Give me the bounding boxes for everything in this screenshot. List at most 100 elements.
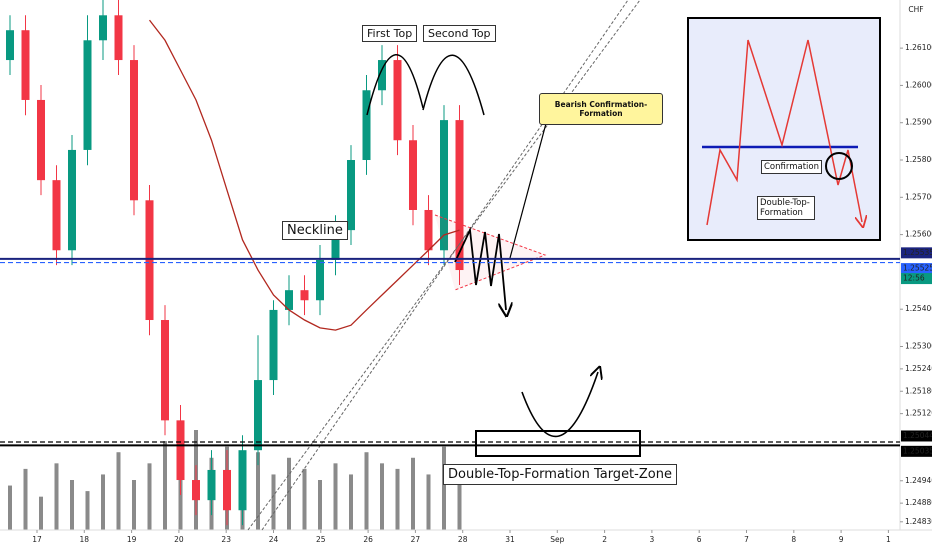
x-tick-label: 27 <box>411 535 421 544</box>
volume-bar <box>54 463 59 530</box>
candle-body <box>83 40 92 150</box>
candle-body <box>455 120 464 271</box>
level-label: 1.25044 <box>903 431 932 440</box>
volume-bar <box>39 496 43 530</box>
x-tick-label: 6 <box>697 535 702 544</box>
inset-formation: Double-Top-Formation <box>757 196 815 220</box>
top-arc <box>366 54 424 116</box>
y-tick-label: 1.25700 <box>905 192 932 201</box>
x-tick-label: 26 <box>363 535 373 544</box>
y-tick-label: 1.26100 <box>905 43 932 52</box>
y-tick-label: 1.25900 <box>905 118 932 127</box>
volume-bar <box>116 452 121 530</box>
y-tick-label: 1.25400 <box>905 304 932 313</box>
x-tick-label: 7 <box>744 535 749 544</box>
level-tag <box>901 430 932 442</box>
level-label: 1.25035 <box>903 446 932 455</box>
volume-bar <box>457 480 462 530</box>
x-tick-label: 17 <box>32 535 42 544</box>
candle-body <box>176 420 185 481</box>
top-arc <box>422 54 485 116</box>
candle-body <box>254 380 262 451</box>
target-zone <box>475 430 641 457</box>
candle-body <box>269 309 278 381</box>
candle-body <box>347 160 355 231</box>
x-tick-label: 18 <box>80 535 90 544</box>
candle-body <box>207 469 216 501</box>
y-tick-label: 1.25180 <box>905 386 932 395</box>
currency: CHF <box>908 5 923 14</box>
x-tick-label: 31 <box>505 535 515 544</box>
level-tag <box>901 263 932 275</box>
x-tick-label: 2 <box>602 535 607 544</box>
x-tick-label: 20 <box>174 535 184 544</box>
candle-body <box>37 99 45 181</box>
candle-body <box>378 60 386 91</box>
x-tick-label: 19 <box>127 535 137 544</box>
volume-bar <box>70 480 74 530</box>
level-label: 1.25535 <box>903 248 932 257</box>
y-tick-label: 1.24830 <box>905 517 932 526</box>
y-tick-label: 1.25300 <box>905 341 932 350</box>
level-label: 1.25525 <box>903 264 932 273</box>
candle-body <box>331 230 340 260</box>
volume-bar <box>132 480 136 530</box>
candle-body <box>145 200 154 321</box>
candle-body <box>223 469 231 511</box>
wedge <box>434 214 547 291</box>
x-tick-label: 28 <box>458 535 468 544</box>
volume-bar <box>271 474 276 530</box>
x-tick-label: 23 <box>221 535 231 544</box>
y-tick-label: 1.24880 <box>905 498 932 507</box>
x-tick-label: 24 <box>269 535 279 544</box>
candle-body <box>440 120 448 251</box>
volume-bar <box>147 463 152 530</box>
volume-bar <box>349 474 353 530</box>
first-top-label: First Top <box>362 25 418 42</box>
candle-body <box>238 450 247 511</box>
volume-bar <box>395 468 400 530</box>
candle-body <box>52 180 61 251</box>
x-tick-label: 1 <box>886 535 891 544</box>
volume-bar <box>364 452 369 530</box>
candle-body <box>393 60 402 141</box>
volume-bar <box>380 463 384 530</box>
level-tag <box>901 247 932 259</box>
volume-bar <box>411 457 415 530</box>
x-tick-label: Sep <box>550 535 564 544</box>
candle-body <box>21 30 30 100</box>
y-tick-label: 1.26000 <box>905 80 932 89</box>
candle-body <box>409 140 417 210</box>
candle-body <box>6 30 14 61</box>
u-arrow <box>521 372 598 438</box>
moving-average <box>148 19 460 331</box>
target-label: Double-Top-Formation Target-Zone <box>443 464 677 485</box>
volume-bar <box>23 468 28 530</box>
volume-bar <box>163 441 167 530</box>
inset-circle <box>825 152 853 180</box>
volume-bar <box>442 446 446 530</box>
candle-body <box>316 259 324 301</box>
y-tick-label: 1.25800 <box>905 155 932 164</box>
volume-bar <box>302 468 307 530</box>
inset-pattern <box>706 39 862 225</box>
volume-bar <box>426 474 431 530</box>
y-tick-label: 1.25600 <box>905 230 932 239</box>
volume-bar <box>101 474 105 530</box>
x-tick-label: 9 <box>839 535 844 544</box>
candle-body <box>161 320 169 421</box>
level-tag <box>901 445 932 457</box>
candle-body <box>424 209 433 251</box>
x-tick-label: 8 <box>791 535 796 544</box>
volume-bar <box>85 491 90 530</box>
candle-body <box>285 290 293 310</box>
volume-bar <box>287 457 291 530</box>
volume-bar <box>178 468 183 530</box>
candle-body <box>99 15 107 41</box>
countdown: 12:56 <box>903 274 925 283</box>
volume-bar <box>8 485 12 530</box>
x-tick-label: 25 <box>316 535 326 544</box>
volume-bar <box>333 463 338 530</box>
candle-body <box>114 15 123 61</box>
zigzag-arrow <box>454 226 506 310</box>
